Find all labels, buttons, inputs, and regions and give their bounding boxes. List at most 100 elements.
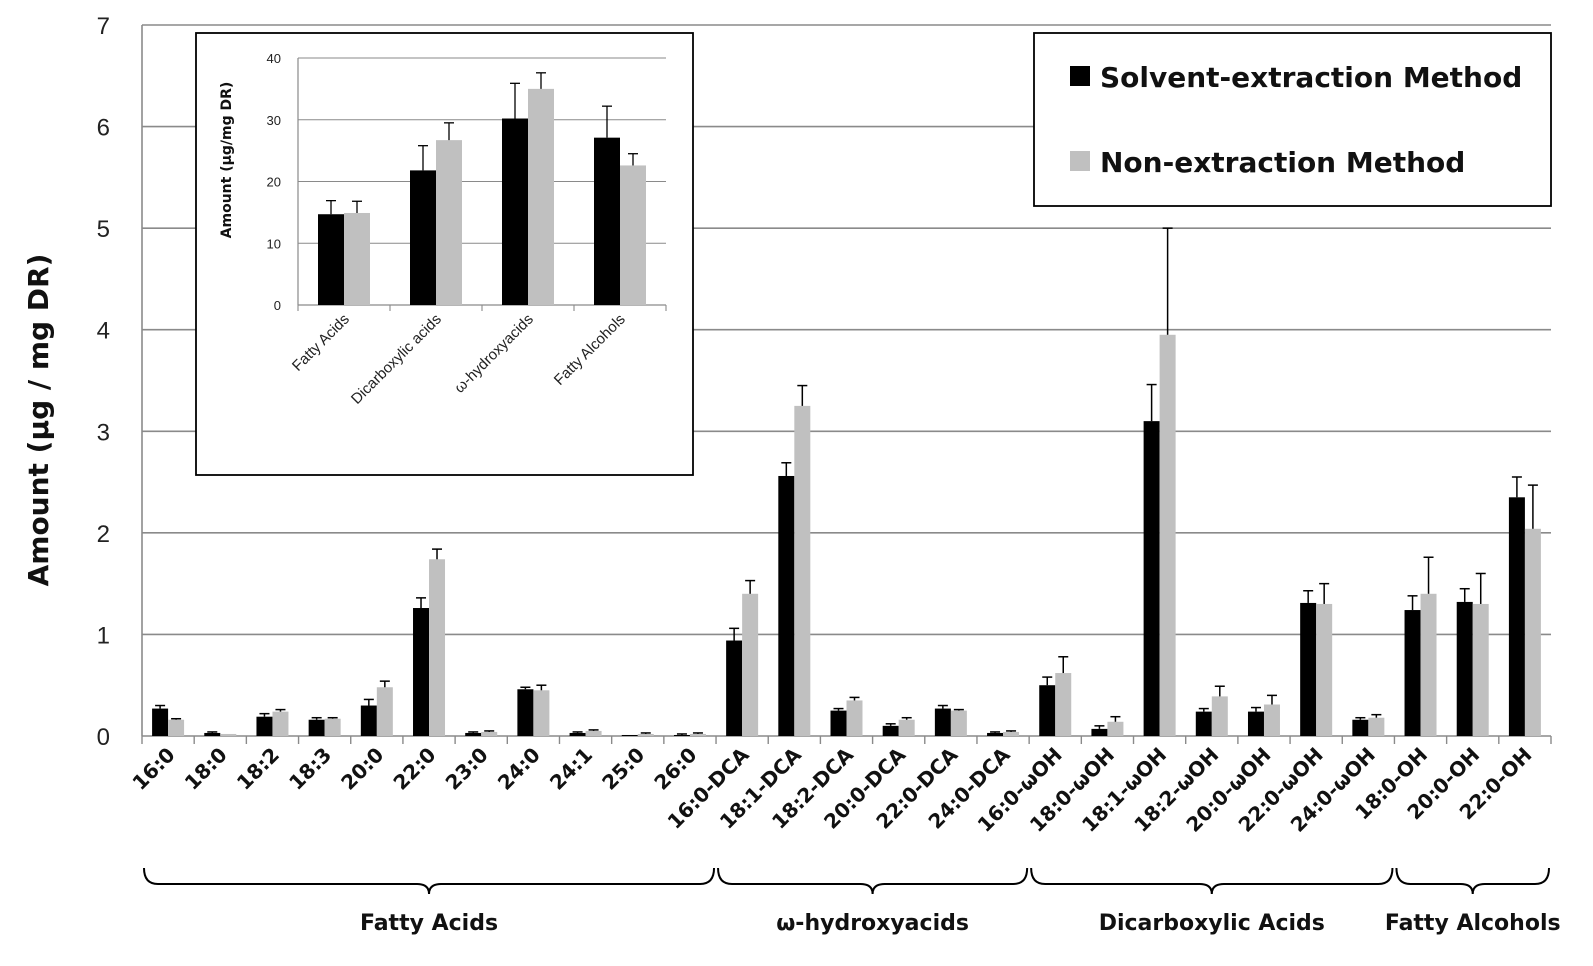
y-tick-label: 3	[97, 419, 110, 446]
x-tick-label: 24:0	[493, 743, 545, 795]
inset-y-tick-label: 40	[267, 51, 281, 66]
bar	[950, 710, 967, 736]
bar	[1159, 334, 1176, 736]
bar	[324, 718, 341, 736]
bar	[846, 700, 863, 736]
bar	[272, 711, 289, 736]
group-label: Fatty Alcohols	[1385, 911, 1561, 936]
y-axis-title: Amount (µg / mg DR)	[22, 254, 55, 587]
bar	[621, 734, 638, 736]
x-tick-label: 20:0	[336, 743, 388, 795]
x-tick-label: 16:0	[127, 743, 179, 795]
inset-bar	[528, 88, 554, 305]
group-bracket	[143, 867, 716, 895]
bar	[1195, 711, 1212, 736]
bar	[673, 734, 690, 736]
inset-bar	[410, 170, 436, 305]
group-bracket	[1395, 867, 1550, 895]
bar	[1472, 603, 1489, 736]
inset-bar	[594, 137, 620, 305]
bar	[517, 689, 534, 736]
legend: Solvent-extraction Method Non-extraction …	[1033, 32, 1552, 207]
bar	[1055, 673, 1072, 736]
group-label: ω-hydroxyacids	[776, 911, 969, 936]
legend-box	[1033, 32, 1552, 207]
bar	[1524, 528, 1541, 736]
x-tick-label: 18:3	[284, 743, 336, 795]
inset-y-tick-label: 20	[267, 175, 281, 190]
x-tick-label: 23:0	[441, 743, 493, 795]
inset-y-tick-label: 30	[267, 113, 281, 128]
bar	[429, 559, 446, 736]
x-tick-label: 18:2	[232, 743, 284, 795]
inset-y-tick-label: 10	[267, 236, 281, 251]
bar	[1247, 711, 1264, 736]
legend-swatch	[1070, 151, 1090, 171]
y-tick-label: 5	[97, 216, 110, 243]
bar	[413, 608, 430, 736]
legend-label: Non-extraction Method	[1100, 146, 1465, 179]
bar	[934, 708, 951, 736]
bar	[465, 732, 482, 736]
group-label: Fatty Acids	[360, 911, 498, 936]
bar	[1368, 717, 1385, 736]
bar	[1508, 497, 1525, 736]
bar	[1300, 602, 1317, 736]
inset-y-tick-label: 0	[274, 298, 281, 313]
bar	[1420, 593, 1437, 736]
bar	[569, 732, 586, 736]
bar	[1039, 685, 1056, 736]
bar	[481, 731, 498, 736]
bar	[1091, 728, 1108, 736]
bar	[152, 708, 169, 736]
bar	[726, 640, 743, 736]
bar	[987, 732, 1004, 736]
bar	[1404, 610, 1421, 736]
inset-bar	[620, 165, 646, 305]
bar	[898, 719, 915, 736]
bar	[1456, 601, 1473, 736]
bar	[1211, 696, 1228, 736]
bar	[1263, 704, 1280, 736]
bar	[360, 705, 377, 736]
group-label: Dicarboxylic Acids	[1099, 911, 1325, 936]
legend-swatch	[1070, 66, 1090, 86]
y-tick-label: 6	[97, 115, 110, 142]
bar	[689, 733, 706, 736]
group-bracket	[1030, 867, 1394, 895]
bar	[794, 405, 811, 736]
y-tick-label: 7	[97, 13, 110, 40]
bar	[585, 730, 602, 736]
legend-label: Solvent-extraction Method	[1100, 61, 1522, 94]
bar	[308, 719, 325, 736]
bar	[204, 732, 221, 736]
inset-bar	[436, 140, 462, 305]
y-tick-label: 2	[97, 521, 110, 548]
bar	[882, 725, 899, 736]
bar	[830, 710, 847, 736]
bar	[1316, 603, 1333, 736]
bar	[256, 716, 273, 736]
bar	[1003, 731, 1020, 736]
bar	[533, 690, 550, 736]
bar	[220, 733, 237, 736]
bar	[376, 687, 393, 736]
x-tick-label: 24:1	[545, 743, 597, 795]
bar	[1107, 721, 1124, 736]
x-tick-label: 25:0	[597, 743, 649, 795]
y-tick-label: 1	[97, 622, 110, 649]
y-tick-label: 4	[97, 318, 110, 345]
bar	[1143, 421, 1160, 736]
inset-bar	[344, 212, 370, 305]
bar	[1352, 719, 1369, 736]
y-tick-label: 0	[97, 724, 110, 751]
inset-bar	[502, 118, 528, 305]
bar	[637, 733, 654, 736]
inset-bar	[318, 214, 344, 305]
bar	[742, 593, 759, 736]
x-tick-label: 22:0	[388, 743, 440, 795]
bar	[778, 475, 795, 736]
